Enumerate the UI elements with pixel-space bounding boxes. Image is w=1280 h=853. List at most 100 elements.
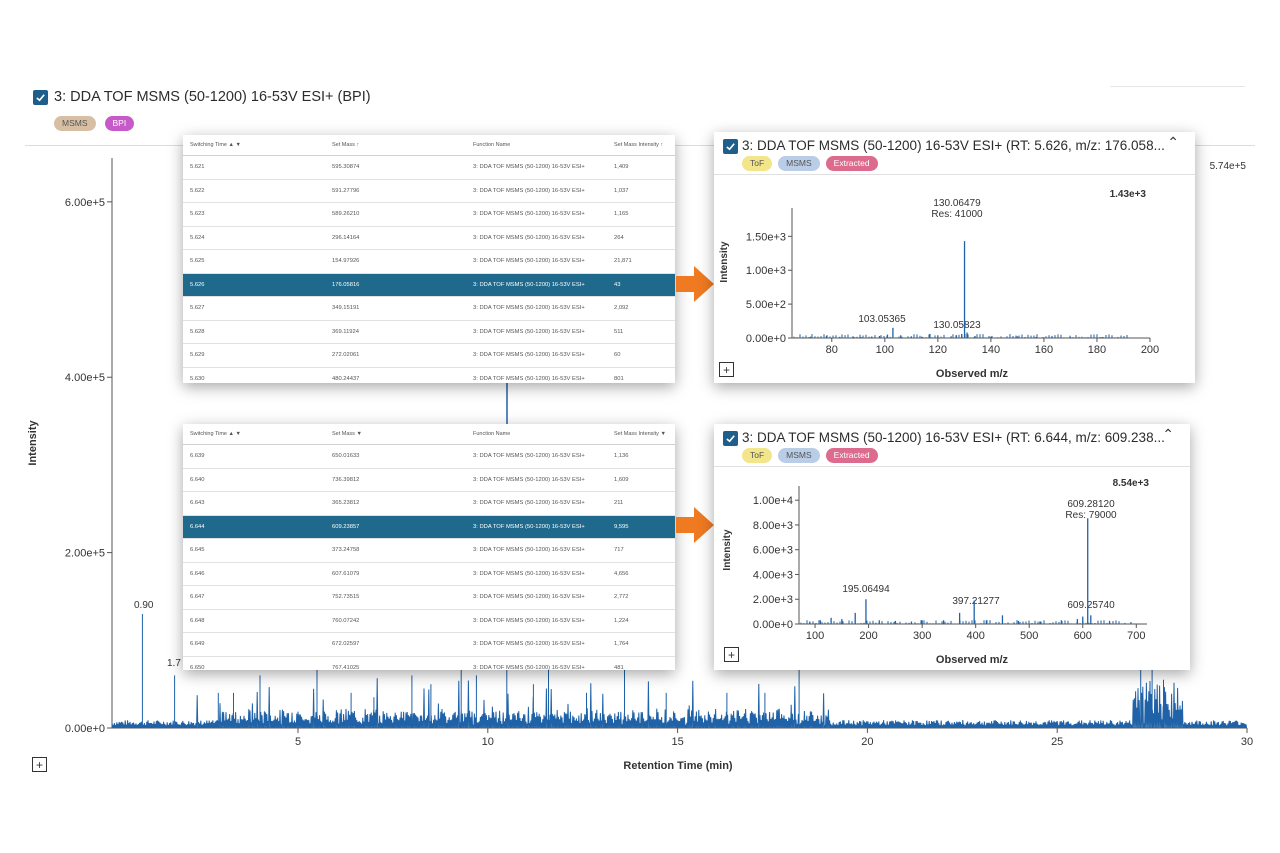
- cell-switching-time: 6.646: [183, 562, 325, 586]
- table-row[interactable]: 5.630 480.24437 3: DDA TOF MSMS (50-1200) …: [183, 367, 675, 383]
- x-tick-label: 30: [1241, 736, 1253, 748]
- collapse-chevrons-icon[interactable]: ⌃: [1162, 426, 1174, 442]
- table-row[interactable]: 6.646 607.61079 3: DDA TOF MSMS (50-1200) …: [183, 562, 675, 586]
- table-row[interactable]: 5.629 272.02061 3: DDA TOF MSMS (50-1200) …: [183, 343, 675, 368]
- table-row[interactable]: 6.647 752.73515 3: DDA TOF MSMS (50-1200) …: [183, 585, 675, 610]
- y-tick-label: 0.00e+0: [746, 333, 786, 345]
- table-row[interactable]: 6.640 736.39812 3: DDA TOF MSMS (50-1200) …: [183, 468, 675, 492]
- cell-set-mass-intensity: 481: [607, 656, 675, 670]
- cell-set-mass: 373.24758: [325, 538, 466, 563]
- table-row[interactable]: 6.649 672.02597 3: DDA TOF MSMS (50-1200) …: [183, 632, 675, 657]
- expand-plus-icon[interactable]: +: [719, 362, 734, 377]
- chromatogram-y-ticks: 0.00e+0 2.00e+5 4.00e+5 6.00e+5: [65, 197, 112, 735]
- spectrum-tags: ToF MSMS Extracted: [742, 156, 878, 171]
- cell-set-mass: 650.01633: [325, 444, 466, 469]
- cell-set-mass-intensity: 1,136: [607, 444, 675, 469]
- cell-switching-time: 5.621: [183, 155, 325, 180]
- table-row[interactable]: 5.623 589.26210 3: DDA TOF MSMS (50-1200) …: [183, 202, 675, 227]
- cell-set-mass-intensity: 1,764: [607, 632, 675, 657]
- check-icon: [726, 143, 735, 151]
- cell-set-mass: 154.97926: [325, 249, 466, 274]
- max-intensity-label: 5.74e+5: [1210, 161, 1247, 172]
- x-tick-label: 180: [1088, 344, 1106, 356]
- column-header-set-mass-intensity[interactable]: Set Mass Intensity ↑: [607, 135, 675, 156]
- table-row[interactable]: 6.643 365.23812 3: DDA TOF MSMS (50-1200) …: [183, 491, 675, 516]
- y-tick-label: 5.00e+2: [746, 299, 786, 311]
- cell-function-name: 3: DDA TOF MSMS (50-1200) 16-53V ESI+: [466, 320, 607, 344]
- cell-set-mass-intensity: 60: [607, 343, 675, 368]
- x-axis-label: Observed m/z: [936, 654, 1009, 666]
- cell-set-mass: 607.61079: [325, 562, 466, 586]
- cell-switching-time: 5.626: [183, 273, 325, 297]
- table-row[interactable]: 6.648 760.07242 3: DDA TOF MSMS (50-1200) …: [183, 609, 675, 633]
- table-row[interactable]: 5.626 176.05816 3: DDA TOF MSMS (50-1200) …: [183, 273, 675, 297]
- table-row[interactable]: 5.627 349.15191 3: DDA TOF MSMS (50-1200) …: [183, 296, 675, 321]
- expand-plus-icon[interactable]: +: [32, 757, 47, 772]
- spectrum-panel-bottom: 3: DDA TOF MSMS (50-1200) 16-53V ESI+ (R…: [714, 424, 1190, 670]
- cell-switching-time: 5.622: [183, 179, 325, 203]
- peak-label: 397.21277: [952, 596, 1000, 607]
- spectrum-tags: ToF MSMS Extracted: [742, 448, 878, 463]
- cell-set-mass-intensity: 1,409: [607, 155, 675, 180]
- peak-label: 609.28120: [1067, 499, 1115, 510]
- spectrum-checkbox[interactable]: [723, 139, 738, 154]
- tag-tof: ToF: [742, 156, 773, 171]
- cell-set-mass: 369.11924: [325, 320, 466, 344]
- cell-switching-time: 5.623: [183, 202, 325, 227]
- table-row[interactable]: 6.644 609.23857 3: DDA TOF MSMS (50-1200) …: [183, 515, 675, 539]
- spectrum-max-label: 8.54e+3: [1113, 478, 1150, 489]
- arrow-right-icon: [676, 266, 714, 302]
- cell-set-mass: 591.27796: [325, 179, 466, 203]
- y-tick-label: 4.00e+5: [65, 372, 105, 384]
- cell-set-mass: 767.41025: [325, 656, 466, 670]
- cell-function-name: 3: DDA TOF MSMS (50-1200) 16-53V ESI+: [466, 538, 607, 563]
- spectrum-max-label: 1.43e+3: [1110, 189, 1147, 200]
- table-row[interactable]: 6.639 650.01633 3: DDA TOF MSMS (50-1200) …: [183, 444, 675, 469]
- cell-set-mass-intensity: 1,037: [607, 179, 675, 203]
- cell-switching-time: 6.648: [183, 609, 325, 633]
- cell-set-mass-intensity: 4,656: [607, 562, 675, 586]
- y-tick-label: 0.00e+0: [753, 619, 793, 631]
- y-tick-label: 1.50e+3: [746, 231, 786, 243]
- table-row[interactable]: 6.645 373.24758 3: DDA TOF MSMS (50-1200) …: [183, 538, 675, 563]
- column-header-switching-time[interactable]: Switching Time ▲ ▼: [183, 135, 325, 156]
- cell-function-name: 3: DDA TOF MSMS (50-1200) 16-53V ESI+: [466, 226, 607, 250]
- table-row[interactable]: 5.628 369.11924 3: DDA TOF MSMS (50-1200) …: [183, 320, 675, 344]
- x-tick-label: 300: [913, 630, 931, 642]
- y-tick-label: 6.00e+3: [753, 545, 793, 557]
- column-header-set-mass[interactable]: Set Mass ▼: [325, 424, 466, 445]
- cell-set-mass: 736.39812: [325, 468, 466, 492]
- peak-label: 130.06479: [933, 198, 981, 209]
- x-tick-label: 140: [982, 344, 1000, 356]
- cell-switching-time: 6.640: [183, 468, 325, 492]
- column-header-switching-time[interactable]: Switching Time ▲ ▼: [183, 424, 325, 445]
- table-row[interactable]: 5.625 154.97926 3: DDA TOF MSMS (50-1200) …: [183, 249, 675, 274]
- y-tick-label: 6.00e+5: [65, 197, 105, 209]
- x-tick-label: 5: [295, 736, 301, 748]
- x-tick-label: 400: [966, 630, 984, 642]
- cell-function-name: 3: DDA TOF MSMS (50-1200) 16-53V ESI+: [466, 444, 607, 469]
- x-tick-label: 600: [1074, 630, 1092, 642]
- x-tick-label: 20: [861, 736, 873, 748]
- column-header-set-mass[interactable]: Set Mass ↑: [325, 135, 466, 156]
- expand-plus-icon[interactable]: +: [724, 647, 739, 662]
- table-row[interactable]: 5.621 595.30874 3: DDA TOF MSMS (50-1200) …: [183, 155, 675, 180]
- cell-set-mass-intensity: 9,595: [607, 515, 675, 539]
- table-row[interactable]: 5.622 591.27796 3: DDA TOF MSMS (50-1200) …: [183, 179, 675, 203]
- main-trace-checkbox[interactable]: [33, 90, 48, 105]
- table-row[interactable]: 5.624 296.14164 3: DDA TOF MSMS (50-1200) …: [183, 226, 675, 250]
- column-header-function-name[interactable]: Function Name: [466, 424, 607, 445]
- spectrum-title: 3: DDA TOF MSMS (50-1200) 16-53V ESI+ (R…: [742, 430, 1165, 445]
- column-header-function-name[interactable]: Function Name: [466, 135, 607, 156]
- cell-switching-time: 6.644: [183, 515, 325, 539]
- cell-function-name: 3: DDA TOF MSMS (50-1200) 16-53V ESI+: [466, 343, 607, 368]
- column-header-set-mass-intensity[interactable]: Set Mass Intensity ▼: [607, 424, 675, 445]
- spectrum-checkbox[interactable]: [723, 431, 738, 446]
- x-tick-label: 700: [1127, 630, 1145, 642]
- cell-switching-time: 6.643: [183, 491, 325, 516]
- y-axis-label: Intensity: [719, 241, 730, 283]
- table-row[interactable]: 6.650 767.41025 3: DDA TOF MSMS (50-1200) …: [183, 656, 675, 670]
- collapse-chevrons-icon[interactable]: ⌃: [1167, 134, 1179, 150]
- y-tick-label: 1.00e+4: [753, 495, 793, 507]
